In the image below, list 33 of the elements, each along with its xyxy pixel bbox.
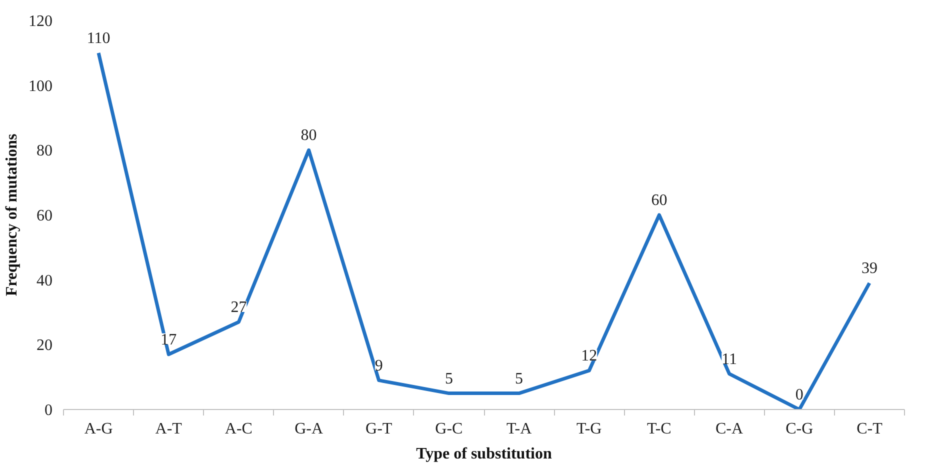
data-label: 5 (444, 370, 453, 388)
y-tick-label: 40 (36, 272, 52, 290)
x-tick-label: G-T (366, 420, 392, 438)
y-tick-label: 100 (28, 78, 52, 95)
data-label: 11 (722, 350, 737, 368)
y-tick-label: 80 (36, 142, 52, 160)
data-label: 39 (861, 260, 878, 278)
x-tick-label: C-G (786, 420, 814, 438)
y-tick-label: 120 (28, 13, 52, 30)
y-tick-label: 20 (36, 337, 52, 354)
data-label: 17 (160, 331, 177, 348)
x-axis-title: Type of substitution (416, 446, 552, 462)
x-tick-label: A-C (224, 420, 252, 438)
data-label: 5 (515, 370, 524, 388)
data-label: 60 (651, 192, 668, 209)
y-tick-label: 0 (44, 402, 52, 419)
data-label: 0 (795, 386, 804, 404)
x-tick-label: C-A (716, 420, 744, 438)
x-tick-label: C-T (856, 420, 883, 438)
x-tick-label: T-C (647, 420, 672, 438)
data-label: 12 (581, 348, 598, 365)
x-tick-label: G-A (294, 420, 324, 438)
data-label: 110 (86, 30, 110, 47)
data-label: 27 (230, 298, 247, 316)
y-axis-title: Frequency of mutations (4, 134, 20, 296)
x-tick-label: A-T (155, 420, 182, 438)
x-tick-label: T-G (576, 420, 602, 438)
data-label: 9 (374, 357, 383, 374)
x-tick-label: G-C (435, 420, 463, 438)
x-tick-label: T-A (506, 420, 532, 438)
data-label: 80 (300, 127, 317, 144)
x-tick-label: A-G (84, 420, 114, 438)
y-tick-label: 60 (36, 208, 52, 224)
